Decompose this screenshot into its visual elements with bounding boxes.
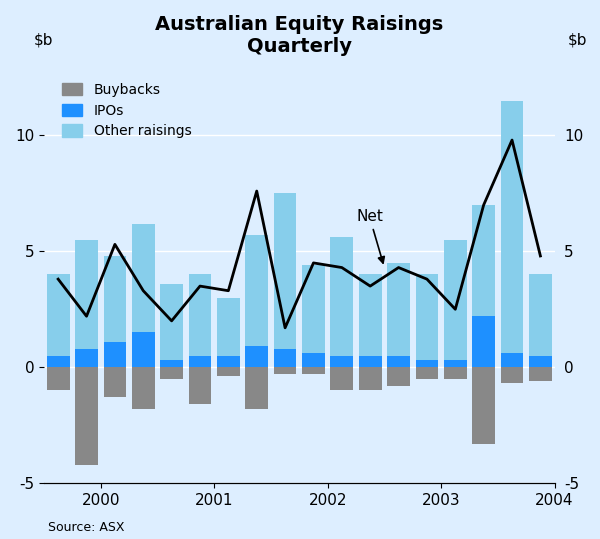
Bar [132, 367, 155, 409]
Bar [47, 367, 70, 390]
Bar [75, 349, 98, 367]
Bar [274, 349, 296, 367]
Bar [331, 367, 353, 390]
Bar [160, 367, 183, 379]
Title: Australian Equity Raisings
Quarterly: Australian Equity Raisings Quarterly [155, 15, 443, 56]
Bar [47, 274, 70, 367]
Bar [359, 274, 382, 367]
Bar [104, 342, 126, 367]
Bar [217, 367, 240, 376]
Bar [359, 367, 382, 390]
Bar [75, 240, 98, 367]
Text: $b: $b [34, 32, 54, 47]
Bar [416, 274, 438, 367]
Bar [217, 356, 240, 367]
Bar [104, 367, 126, 397]
Bar [387, 263, 410, 367]
Bar [302, 367, 325, 374]
Bar [529, 367, 552, 381]
Bar [188, 367, 211, 404]
Bar [245, 367, 268, 409]
Text: Net: Net [356, 209, 384, 263]
Bar [387, 356, 410, 367]
Bar [444, 240, 467, 367]
Bar [472, 367, 495, 444]
Bar [160, 284, 183, 367]
Bar [245, 347, 268, 367]
Bar [472, 316, 495, 367]
Bar [359, 356, 382, 367]
Bar [444, 367, 467, 379]
Bar [387, 367, 410, 386]
Bar [331, 356, 353, 367]
Bar [104, 256, 126, 367]
Bar [500, 101, 523, 367]
Bar [472, 205, 495, 367]
Bar [47, 356, 70, 367]
Legend: Buybacks, IPOs, Other raisings: Buybacks, IPOs, Other raisings [56, 77, 197, 144]
Bar [302, 353, 325, 367]
Bar [331, 237, 353, 367]
Bar [160, 360, 183, 367]
Bar [188, 356, 211, 367]
Bar [500, 367, 523, 383]
Text: $b: $b [568, 32, 587, 47]
Bar [529, 274, 552, 367]
Bar [188, 274, 211, 367]
Bar [132, 224, 155, 367]
Bar [416, 367, 438, 379]
Bar [500, 353, 523, 367]
Bar [274, 194, 296, 367]
Bar [274, 367, 296, 374]
Bar [302, 265, 325, 367]
Bar [75, 367, 98, 465]
Bar [217, 298, 240, 367]
Text: Source: ASX: Source: ASX [48, 521, 125, 534]
Bar [245, 235, 268, 367]
Bar [529, 356, 552, 367]
Bar [444, 360, 467, 367]
Bar [416, 360, 438, 367]
Bar [132, 333, 155, 367]
